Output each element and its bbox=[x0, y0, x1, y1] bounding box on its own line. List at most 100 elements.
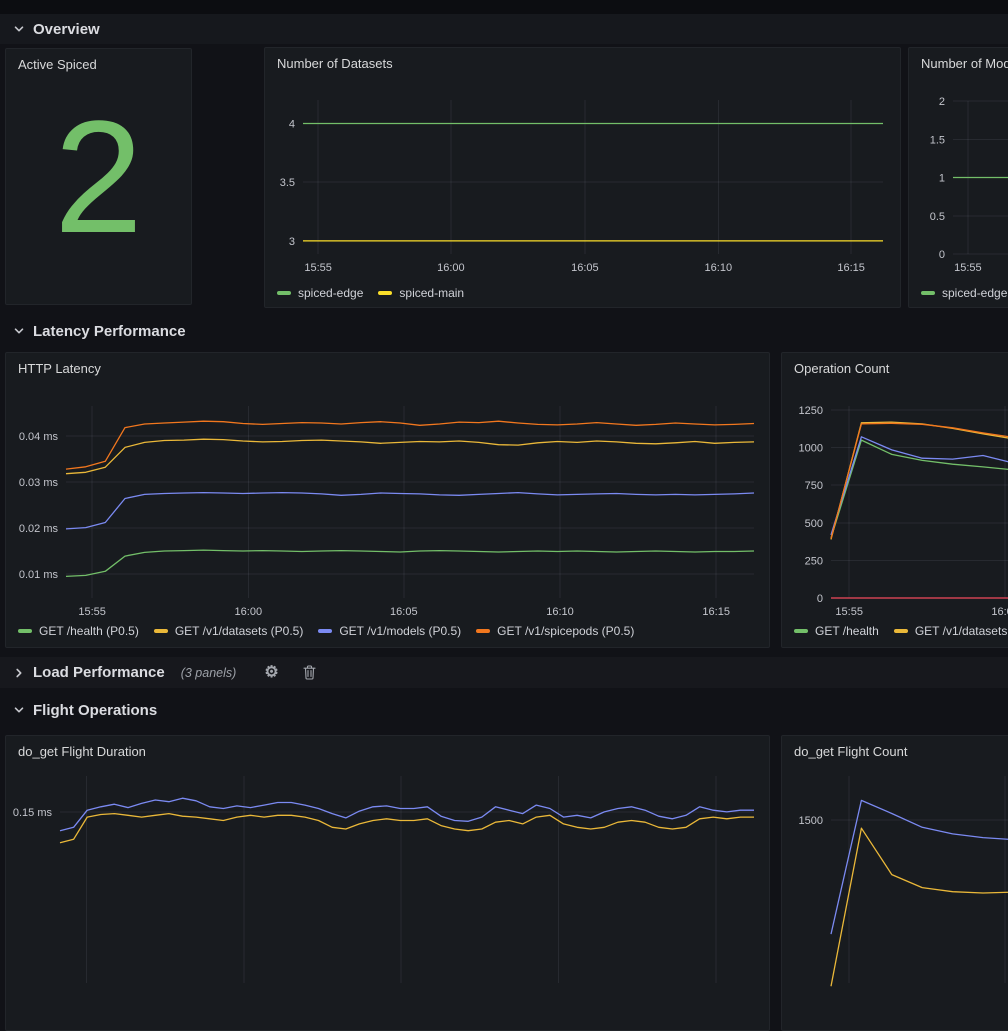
legend-item[interactable]: GET /v1/datasets bbox=[893, 624, 1008, 638]
chevron-down-icon bbox=[13, 704, 25, 716]
svg-text:1: 1 bbox=[939, 173, 945, 185]
legend-swatch bbox=[318, 629, 333, 633]
legend-label: spiced-main bbox=[399, 286, 465, 300]
section-title-latency-performance: Latency Performance bbox=[33, 322, 186, 340]
panel-number-of-models: Number of Models 00.511.5215:5516:0016:0… bbox=[908, 47, 1008, 308]
svg-text:2: 2 bbox=[939, 96, 945, 108]
panel-number-of-datasets: Number of Datasets 3 3.5 4 15:55 16:00 16:05 1… bbox=[264, 47, 901, 308]
panel-title[interactable]: HTTP Latency bbox=[18, 360, 101, 376]
legend-label: GET /v1/datasets (P0.5) bbox=[174, 624, 304, 638]
legend-item[interactable]: spiced-edge bbox=[277, 286, 363, 300]
legend-item[interactable]: GET /v1/spicepods (P0.5) bbox=[476, 624, 634, 638]
svg-text:16:00: 16:00 bbox=[235, 606, 263, 618]
timeseries-chart[interactable]: 0.01 ms 0.02 ms 0.03 ms 0.04 ms 15:55 16:00 16… bbox=[6, 383, 769, 621]
svg-text:16:05: 16:05 bbox=[571, 262, 599, 274]
legend-item[interactable]: GET /health bbox=[794, 624, 879, 638]
svg-text:16:15: 16:15 bbox=[837, 262, 865, 274]
legend-swatch bbox=[893, 629, 908, 633]
section-title-load-performance: Load Performance bbox=[33, 664, 165, 681]
svg-text:750: 750 bbox=[805, 480, 823, 492]
panel-title[interactable]: Active Spiced bbox=[18, 56, 97, 72]
svg-text:16:10: 16:10 bbox=[705, 262, 733, 274]
legend-swatch bbox=[18, 629, 32, 633]
chevron-right-icon bbox=[13, 667, 25, 679]
legend-swatch bbox=[277, 291, 291, 295]
timeseries-chart[interactable]: 3 3.5 4 15:55 16:00 16:05 16:10 16:15 bbox=[265, 78, 900, 283]
legend-item[interactable]: spiced-edge bbox=[921, 286, 1007, 300]
panel-do-get-flight-count: do_get Flight Count 1500 bbox=[781, 735, 1008, 1031]
svg-text:15:55: 15:55 bbox=[954, 262, 982, 274]
legend-label: GET /v1/datasets bbox=[914, 624, 1008, 638]
svg-text:16:00: 16:00 bbox=[437, 262, 465, 274]
legend-swatch bbox=[476, 629, 491, 633]
top-strip bbox=[0, 0, 1008, 14]
chart-legend: spiced-edge spiced-main bbox=[265, 283, 900, 300]
legend-item[interactable]: GET /v1/datasets (P0.5) bbox=[153, 624, 304, 638]
section-header-latency-performance[interactable]: Latency Performance bbox=[0, 316, 1008, 346]
timeseries-chart[interactable]: 0.15 ms bbox=[6, 766, 769, 1006]
panel-title[interactable]: do_get Flight Count bbox=[794, 743, 908, 759]
section-header-load-performance[interactable]: Load Performance (3 panels) ⚙ bbox=[0, 657, 1008, 688]
timeseries-chart[interactable]: 02505007501000125015:5516:0016:0516:1016… bbox=[782, 383, 1008, 621]
svg-text:1250: 1250 bbox=[799, 405, 823, 417]
panel-title[interactable]: do_get Flight Duration bbox=[18, 743, 146, 759]
legend-label: GET /health (P0.5) bbox=[39, 624, 139, 638]
svg-text:16:05: 16:05 bbox=[390, 606, 418, 618]
panel-title[interactable]: Number of Datasets bbox=[277, 55, 393, 71]
legend-swatch bbox=[153, 629, 168, 633]
chevron-down-icon bbox=[13, 325, 25, 337]
legend-swatch bbox=[921, 291, 935, 295]
svg-text:0.01 ms: 0.01 ms bbox=[19, 569, 59, 581]
chart-legend: spiced-edge bbox=[909, 283, 1008, 300]
svg-text:0.02 ms: 0.02 ms bbox=[19, 523, 59, 535]
legend-label: spiced-edge bbox=[942, 286, 1008, 300]
legend-label: spiced-edge bbox=[298, 286, 364, 300]
svg-text:15:55: 15:55 bbox=[304, 262, 332, 274]
section-header-flight-operations[interactable]: Flight Operations bbox=[0, 695, 1008, 725]
legend-item[interactable]: GET /health (P0.5) bbox=[18, 624, 139, 638]
svg-text:0: 0 bbox=[939, 249, 945, 261]
svg-text:0.04 ms: 0.04 ms bbox=[19, 431, 59, 443]
trash-icon[interactable] bbox=[303, 665, 316, 680]
svg-text:0.03 ms: 0.03 ms bbox=[19, 477, 59, 489]
section-title-flight-operations: Flight Operations bbox=[33, 701, 158, 719]
chart-legend: GET /health (P0.5) GET /v1/datasets (P0.5… bbox=[6, 621, 769, 638]
panel-active-spiced: Active Spiced 2 bbox=[5, 48, 192, 305]
section-panel-count: (3 panels) bbox=[180, 665, 237, 680]
svg-text:0: 0 bbox=[817, 593, 823, 605]
stat-value: 2 bbox=[54, 86, 143, 266]
timeseries-chart[interactable]: 1500 bbox=[782, 766, 1008, 1006]
legend-item[interactable]: GET /v1/models (P0.5) bbox=[318, 624, 461, 638]
legend-label: GET /v1/models (P0.5) bbox=[339, 624, 462, 638]
panel-title[interactable]: Operation Count bbox=[794, 360, 890, 376]
legend-swatch bbox=[794, 629, 808, 633]
svg-text:3.5: 3.5 bbox=[280, 177, 295, 189]
svg-text:16:15: 16:15 bbox=[702, 606, 730, 618]
legend-item[interactable]: spiced-main bbox=[378, 286, 464, 300]
svg-text:1000: 1000 bbox=[799, 443, 823, 455]
svg-text:15:55: 15:55 bbox=[78, 606, 106, 618]
svg-text:250: 250 bbox=[805, 555, 823, 567]
legend-label: GET /health bbox=[815, 624, 879, 638]
panel-do-get-flight-duration: do_get Flight Duration 0.15 ms bbox=[5, 735, 770, 1031]
svg-text:15:55: 15:55 bbox=[835, 606, 863, 618]
svg-text:3: 3 bbox=[289, 236, 295, 248]
svg-text:1500: 1500 bbox=[799, 815, 823, 827]
section-title-overview: Overview bbox=[33, 20, 100, 38]
panel-title[interactable]: Number of Models bbox=[921, 55, 1008, 71]
section-header-overview[interactable]: Overview bbox=[0, 14, 1008, 44]
svg-text:16:10: 16:10 bbox=[546, 606, 574, 618]
svg-text:16:00: 16:00 bbox=[991, 606, 1008, 618]
panel-http-latency: HTTP Latency 0.01 ms 0.02 ms 0.03 ms 0.04 m… bbox=[5, 352, 770, 648]
panel-operation-count: Operation Count 0 250 500 750 1000 1250 15:55 1… bbox=[781, 352, 1008, 648]
legend-swatch bbox=[378, 291, 393, 295]
gear-icon[interactable]: ⚙ bbox=[264, 663, 279, 681]
legend-label: GET /v1/spicepods (P0.5) bbox=[497, 624, 635, 638]
svg-text:500: 500 bbox=[805, 518, 823, 530]
chevron-down-icon bbox=[13, 23, 25, 35]
svg-text:0.15 ms: 0.15 ms bbox=[13, 807, 53, 819]
svg-text:4: 4 bbox=[289, 119, 295, 131]
svg-text:1.5: 1.5 bbox=[930, 134, 945, 146]
